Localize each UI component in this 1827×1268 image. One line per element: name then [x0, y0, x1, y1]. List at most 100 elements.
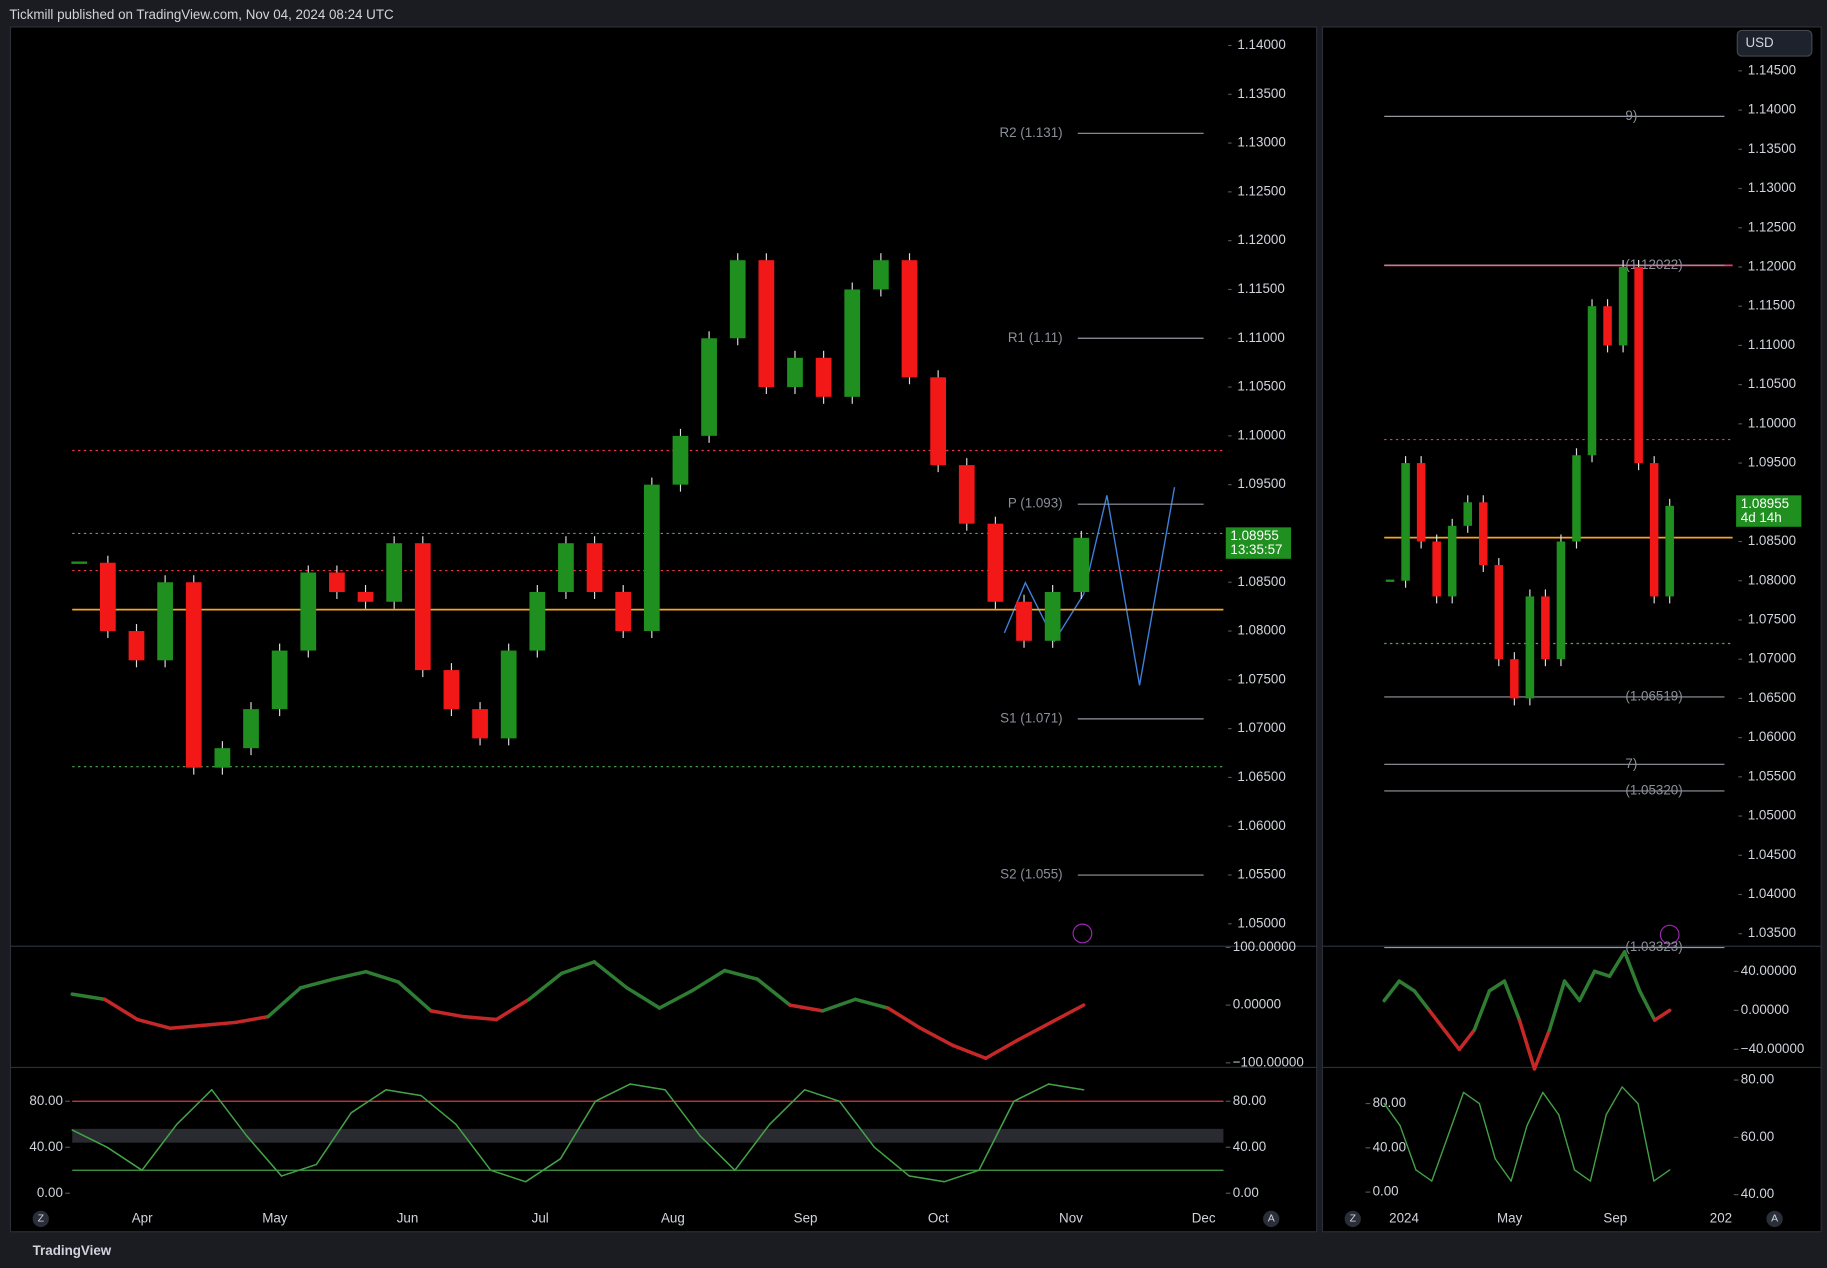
last-price: 1.08955 — [1741, 496, 1789, 511]
x-tick-label: Sep — [1603, 1210, 1627, 1225]
oscillator-segment — [245, 1135, 283, 1177]
y-tick-label: −100.00000 — [1233, 1054, 1304, 1069]
y-tick-label: 1.08500 — [1748, 533, 1796, 548]
candle — [1603, 306, 1612, 346]
oscillator-segment — [1622, 950, 1642, 993]
countdown: 13:35:57 — [1230, 542, 1282, 557]
y-tick-label: 1.03500 — [1748, 925, 1796, 940]
button[interactable] — [32, 1210, 49, 1228]
button[interactable] — [1263, 1210, 1280, 1228]
oscillator-segment — [1589, 1113, 1607, 1182]
y-tick-label: 1.06500 — [1748, 690, 1796, 705]
candle — [472, 709, 488, 739]
candle — [1416, 463, 1426, 542]
pivot-label: 9) — [1625, 108, 1637, 123]
last-price: 1.08955 — [1230, 528, 1278, 543]
publisher: Tickmill published on TradingView.com, N… — [9, 7, 394, 22]
candle — [214, 748, 231, 768]
y-tick-label: 1.06000 — [1748, 729, 1796, 744]
oscillator-segment — [1605, 1086, 1623, 1116]
candle — [701, 338, 717, 436]
oscillator-segment — [1592, 969, 1612, 978]
y-tick-label: 80.00 — [1233, 1093, 1266, 1108]
oscillator-segment — [1510, 1124, 1528, 1182]
candle — [1401, 463, 1410, 581]
oscillator-segment — [657, 988, 694, 1010]
pivot-label: (1.03323) — [1625, 939, 1682, 954]
candle — [357, 592, 374, 602]
pivot-label: (1.06519) — [1625, 688, 1682, 703]
oscillator-segment — [315, 1112, 352, 1166]
oscillator-segment — [524, 1158, 562, 1183]
y-tick-label: 1.11500 — [1237, 281, 1284, 296]
candle — [414, 543, 431, 671]
y-tick-label: 1.05500 — [1748, 768, 1796, 783]
currency-button[interactable] — [1736, 29, 1813, 57]
oscillator-segment — [918, 1026, 955, 1048]
alert-icon[interactable] — [1659, 924, 1680, 945]
oscillator-segment — [1442, 1028, 1462, 1052]
oscillator-segment — [1487, 979, 1507, 993]
oscillator-segment — [385, 1089, 422, 1097]
y-tick-label: 1.13500 — [1748, 141, 1796, 156]
candle — [185, 582, 202, 768]
y-tick-label: 80.00 — [29, 1093, 62, 1108]
oscillator-segment — [1547, 979, 1567, 1032]
oscillator-segment — [629, 1083, 666, 1091]
candle — [615, 592, 632, 632]
x-tick-label: Aug — [661, 1210, 685, 1225]
oscillator-segment — [625, 986, 662, 1010]
brand: TradingView — [33, 1243, 112, 1258]
button-label[interactable]: Z — [1350, 1214, 1357, 1225]
x-tick-label: Apr — [132, 1210, 153, 1225]
candle — [1587, 306, 1597, 456]
oscillator-segment — [429, 1009, 466, 1019]
y-tick-label: 80.00 — [1373, 1095, 1406, 1110]
y-tick-label: 1.14000 — [1237, 37, 1285, 52]
x-tick-label: May — [1497, 1210, 1523, 1225]
button-label[interactable]: A — [1771, 1214, 1778, 1225]
oscillator-segment — [1637, 989, 1657, 1022]
countdown: 4d 14h — [1741, 510, 1782, 525]
oscillator-segment — [135, 1017, 172, 1030]
y-tick-label: 1.11000 — [1237, 330, 1284, 345]
candle — [1016, 601, 1032, 641]
button-label[interactable]: A — [1268, 1214, 1275, 1225]
y-tick-label: 1.04000 — [1748, 886, 1796, 901]
stoch-band — [72, 1128, 1224, 1143]
oscillator-segment — [1502, 979, 1522, 1022]
oscillator-segment — [886, 1006, 923, 1030]
oscillator-segment — [951, 1043, 988, 1060]
candle — [643, 484, 660, 632]
oscillator-segment — [1526, 1091, 1544, 1127]
candle — [529, 592, 546, 651]
x-tick-label: Sep — [794, 1210, 818, 1225]
candle — [1463, 502, 1473, 526]
y-tick-label: 1.07500 — [1237, 671, 1285, 686]
candle — [729, 260, 746, 339]
x-tick-label: Jun — [397, 1210, 419, 1225]
currency-label[interactable]: USD — [1745, 35, 1774, 50]
candle — [586, 543, 603, 593]
oscillator-segment — [1542, 1091, 1560, 1116]
y-tick-label: 1.09500 — [1237, 476, 1285, 491]
candle — [930, 377, 947, 466]
candle — [1634, 266, 1643, 464]
button[interactable] — [1344, 1210, 1361, 1228]
oscillator-segment — [1472, 989, 1492, 1032]
oscillator-segment — [1637, 1102, 1655, 1182]
button[interactable] — [1766, 1210, 1783, 1228]
oscillator-segment — [755, 977, 792, 1007]
button-label[interactable]: Z — [38, 1214, 45, 1225]
x-tick-label: 2024 — [1389, 1210, 1419, 1225]
y-tick-label: 1.09500 — [1748, 455, 1796, 470]
oscillator-segment — [1383, 1102, 1401, 1127]
oscillator-segment — [853, 997, 890, 1010]
alert-icon[interactable] — [1072, 923, 1093, 944]
y-tick-label: 0.00000 — [1741, 1002, 1789, 1017]
oscillator-segment — [70, 992, 107, 1002]
y-tick-label: 1.12000 — [1748, 259, 1796, 274]
side-pane — [1321, 26, 1822, 1233]
